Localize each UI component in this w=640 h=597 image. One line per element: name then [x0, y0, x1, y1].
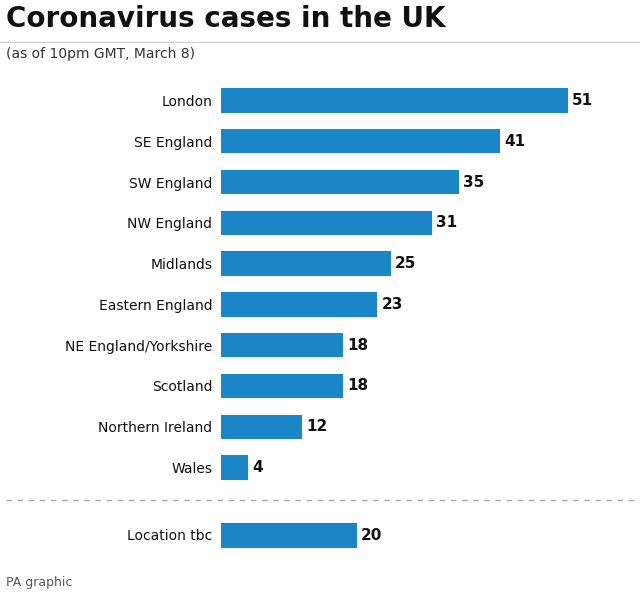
Text: 20: 20	[361, 528, 383, 543]
Text: 18: 18	[348, 378, 369, 393]
Text: 51: 51	[572, 93, 593, 108]
Text: Coronavirus cases in the UK: Coronavirus cases in the UK	[6, 5, 446, 33]
Text: 41: 41	[504, 134, 525, 149]
Bar	[221, 251, 391, 276]
Text: 25: 25	[395, 256, 417, 271]
Bar	[221, 456, 248, 480]
Bar	[221, 292, 378, 316]
Bar	[221, 522, 357, 547]
Text: 23: 23	[381, 297, 403, 312]
Bar	[221, 88, 568, 113]
Text: 12: 12	[307, 419, 328, 434]
Text: PA graphic: PA graphic	[6, 576, 73, 589]
Bar	[221, 374, 343, 398]
Text: 4: 4	[252, 460, 263, 475]
Text: 35: 35	[463, 174, 484, 189]
Bar	[221, 333, 343, 358]
Text: 18: 18	[348, 338, 369, 353]
Bar	[221, 129, 500, 153]
Bar	[221, 414, 303, 439]
Text: (as of 10pm GMT, March 8): (as of 10pm GMT, March 8)	[6, 47, 195, 61]
Bar	[221, 211, 432, 235]
Text: 31: 31	[436, 216, 457, 230]
Bar	[221, 170, 459, 194]
